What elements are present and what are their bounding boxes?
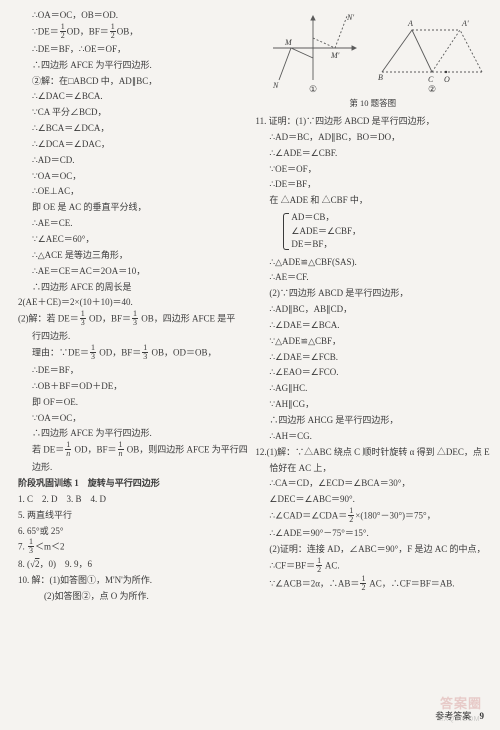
- text-line: ∴∠ADE＝90°－75°＝15°.: [255, 526, 490, 541]
- text-line: ∴∠EAO＝∠FCO.: [255, 365, 490, 380]
- text-line: 12.(1)解：∵△ABC 绕点 C 顺时针旋转 α 得到 △DEC，点 E: [255, 445, 490, 460]
- text-line: (2)解：若 DE＝13 OD，BF＝13 OB，四边形 AFCE 是平: [18, 311, 243, 328]
- svg-text:②: ②: [428, 84, 436, 94]
- text-line: ∴四边形 AHCG 是平行四边形，: [255, 413, 490, 428]
- text-line: 行四边形.: [18, 329, 243, 344]
- text-line: 理由：∵DE＝13 OD，BF＝13 OB，OD＝OB，: [18, 345, 243, 362]
- text-line: ∴△ADE≌△CBF(SAS).: [255, 255, 490, 270]
- text-line: 即 OF＝OE.: [18, 395, 243, 410]
- text-line: 11. 证明：(1)∵四边形 ABCD 是平行四边形，: [255, 114, 490, 129]
- svg-text:N': N': [346, 13, 354, 22]
- page-footer: 参考答案 9: [435, 709, 484, 724]
- svg-text:B: B: [378, 73, 383, 82]
- text-line: ∵AH∥CG，: [255, 397, 490, 412]
- svg-text:A: A: [407, 19, 413, 28]
- text-line: ∴AG∥HC.: [255, 381, 490, 396]
- text-line: ∴∠ADE＝∠CBF.: [255, 146, 490, 161]
- answer-line: 1. C 2. D 3. B 4. D: [18, 492, 243, 507]
- svg-text:M: M: [284, 38, 293, 47]
- right-column: M M' N N' ① A: [255, 8, 490, 605]
- answer-line: 6. 65°或 25°: [18, 524, 243, 539]
- text-line: ∴四边形 AFCE 为平行四边形.: [18, 426, 243, 441]
- text-line: ∴∠DAC＝∠BCA.: [18, 89, 243, 104]
- text-line: ∵OE＝OF，: [255, 162, 490, 177]
- svg-text:A': A': [461, 19, 469, 28]
- text-line: ∴∠CAD＝∠CDA＝12×(180°－30°)＝75°，: [255, 508, 490, 525]
- section-heading: 阶段巩固训练 1 旋转与平行四边形: [18, 476, 243, 491]
- text-line: ∴∠BCA＝∠DCA，: [18, 121, 243, 136]
- text-line: ∵CA 平分∠BCD，: [18, 105, 243, 120]
- text-line: ∵DE＝12OD，BF＝12OB，: [18, 24, 243, 41]
- text-line: ∴OB＋BF＝OD＋DE，: [18, 379, 243, 394]
- text-line: ∴四边形 AFCE 的周长是: [18, 280, 243, 295]
- text-line: ∴AD∥BC，AB∥CD，: [255, 302, 490, 317]
- text-line: 在 △ADE 和 △CBF 中，: [255, 193, 490, 208]
- text-line: ∴AH＝CG.: [255, 429, 490, 444]
- text-line: (2)证明：连接 AD，∠ABC＝90°，F 是边 AC 的中点，: [255, 542, 490, 557]
- text-line: 边形.: [18, 460, 243, 475]
- text-line: ∴∠DCA＝∠DAC，: [18, 137, 243, 152]
- text-line: ∴AE＝CF.: [255, 270, 490, 285]
- page-number: 9: [480, 711, 485, 721]
- text-line: 恰好在 AC 上，: [255, 461, 490, 476]
- brace-group: AD＝CB， ∠ADE＝∠CBF， DE＝BF，: [255, 209, 490, 254]
- text-line: ∴DE＝BF，∴OE＝OF，: [18, 42, 243, 57]
- text-line: ∵∠AEC＝60°，: [18, 232, 243, 247]
- text-line: ②解：在□ABCD 中，AD∥BC，: [18, 74, 243, 89]
- answer-line: 7. 13＜m＜2: [18, 539, 243, 556]
- svg-text:M': M': [330, 51, 340, 60]
- text-line: ∴OA＝OC，OB＝OD.: [18, 8, 243, 23]
- text-line: ∴△ACE 是等边三角形，: [18, 248, 243, 263]
- text-line: ∵OA＝OC，: [18, 169, 243, 184]
- figure-caption: 第 10 题答图: [255, 96, 490, 110]
- text-line: ∴AD＝CD.: [18, 153, 243, 168]
- text-line: ∵∠ACB＝2α，∴AB＝12 AC，∴CF＝BF＝AB.: [255, 576, 490, 593]
- text-line: ∴CA＝CD，∠ECD＝∠BCA＝30°，: [255, 476, 490, 491]
- text-line: ∴∠DAE＝∠FCB.: [255, 350, 490, 365]
- text-line: (2)∵四边形 ABCD 是平行四边形，: [255, 286, 490, 301]
- answer-line: (2)如答图②，点 O 为所作.: [18, 589, 243, 604]
- svg-text:N: N: [272, 81, 279, 90]
- text-line: ∴DE＝BF，: [18, 363, 243, 378]
- text-line: ∴∠DAE＝∠BCA.: [255, 318, 490, 333]
- text-line: ∴四边形 AFCE 为平行四边形.: [18, 58, 243, 73]
- text-line: ∴AE＝CE.: [18, 216, 243, 231]
- text-line: 若 DE＝1n OD，BF＝1n OB，则四边形 AFCE 为平行四: [18, 442, 243, 459]
- text-line: ∵△ADE≌△CBF，: [255, 334, 490, 349]
- text-line: 2(AE＋CE)＝2×(10＋10)＝40.: [18, 295, 243, 310]
- figures-row: M M' N N' ① A: [261, 10, 490, 94]
- text-line: ∴DE＝BF，: [255, 177, 490, 192]
- text-line: ∴AE＝CE＝AC＝2OA＝10，: [18, 264, 243, 279]
- figure-1: M M' N N' ①: [261, 10, 366, 94]
- text-line: ∴CF＝BF＝12 AC.: [255, 558, 490, 575]
- text-line: ∴OE⊥AC，: [18, 184, 243, 199]
- svg-text:O: O: [444, 75, 450, 84]
- answer-line: 10. 解：(1)如答图①，M'N'为所作.: [18, 573, 243, 588]
- answer-line: 5. 两直线平行: [18, 508, 243, 523]
- left-column: ∴OA＝OC，OB＝OD. ∵DE＝12OD，BF＝12OB， ∴DE＝BF，∴…: [18, 8, 243, 605]
- svg-text:C: C: [428, 75, 434, 84]
- svg-text:①: ①: [309, 84, 317, 94]
- footer-label: 参考答案: [435, 711, 471, 721]
- text-line: 即 OE 是 AC 的垂直平分线，: [18, 200, 243, 215]
- answer-line: 8. (√2，0) 9. 9，6: [18, 557, 243, 572]
- text-line: ∵OA＝OC，: [18, 411, 243, 426]
- figure-2: A A' B C O ②: [372, 10, 490, 94]
- text-line: ∴AD＝BC，AD∥BC，BO＝DO，: [255, 130, 490, 145]
- text-line: ∠DEC＝∠ABC＝90°.: [255, 492, 490, 507]
